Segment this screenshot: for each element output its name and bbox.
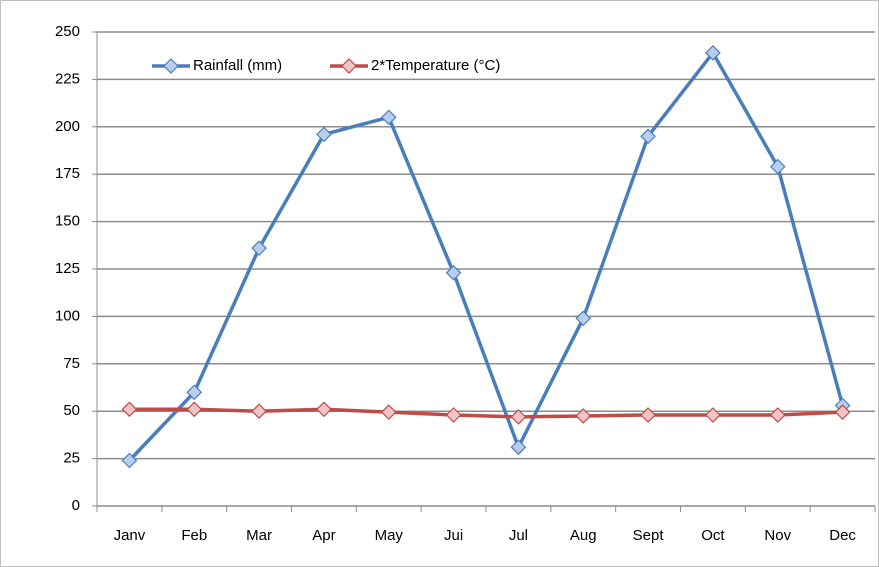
series-line — [128, 51, 845, 462]
marker — [316, 401, 332, 418]
x-tick-label: Janv — [114, 527, 146, 544]
marker — [186, 401, 203, 418]
x-tick-label: Nov — [764, 527, 791, 544]
x-tick-label: Apr — [312, 527, 335, 544]
legend-marker — [341, 58, 357, 74]
legend-marker — [163, 58, 179, 74]
y-tick-label: 50 — [63, 402, 80, 419]
y-tick-label: 125 — [55, 260, 80, 277]
y-tick-label: 175 — [55, 165, 80, 182]
marker — [705, 407, 721, 423]
marker — [575, 310, 592, 327]
marker — [705, 45, 721, 61]
marker — [445, 264, 462, 281]
marker — [510, 409, 527, 425]
x-tick-label: Feb — [181, 527, 207, 544]
marker — [640, 407, 656, 423]
x-tick-label: Jui — [444, 527, 463, 544]
marker — [380, 109, 397, 126]
marker — [445, 407, 462, 423]
marker — [380, 404, 397, 420]
marker — [769, 158, 786, 175]
marker — [121, 452, 138, 469]
x-tick-label: May — [375, 527, 404, 544]
x-tick-label: Dec — [829, 527, 856, 544]
x-tick-label: Mar — [246, 527, 272, 544]
legend-label: Rainfall (mm) — [193, 57, 282, 74]
x-tick-label: Oct — [701, 527, 725, 544]
marker — [251, 403, 267, 420]
marker — [769, 407, 786, 423]
marker — [575, 408, 592, 424]
y-tick-label: 150 — [55, 213, 80, 230]
marker — [186, 384, 203, 401]
y-tick-label: 200 — [55, 118, 80, 135]
y-tick-label: 0 — [72, 497, 80, 514]
marker — [316, 126, 332, 143]
x-tick-label: Sept — [633, 527, 665, 544]
marker — [121, 401, 138, 418]
marker — [834, 404, 851, 420]
marker — [510, 439, 527, 456]
legend-label: 2*Temperature (°C) — [371, 57, 500, 74]
y-tick-label: 225 — [55, 70, 80, 87]
x-tick-label: Aug — [570, 527, 597, 544]
marker — [251, 240, 267, 256]
series-line — [129, 407, 843, 419]
y-tick-label: 250 — [55, 23, 80, 40]
marker — [640, 128, 656, 145]
y-tick-label: 75 — [63, 355, 80, 372]
y-tick-label: 25 — [63, 450, 80, 467]
y-tick-label: 100 — [55, 307, 80, 324]
x-tick-label: Jul — [509, 527, 528, 544]
